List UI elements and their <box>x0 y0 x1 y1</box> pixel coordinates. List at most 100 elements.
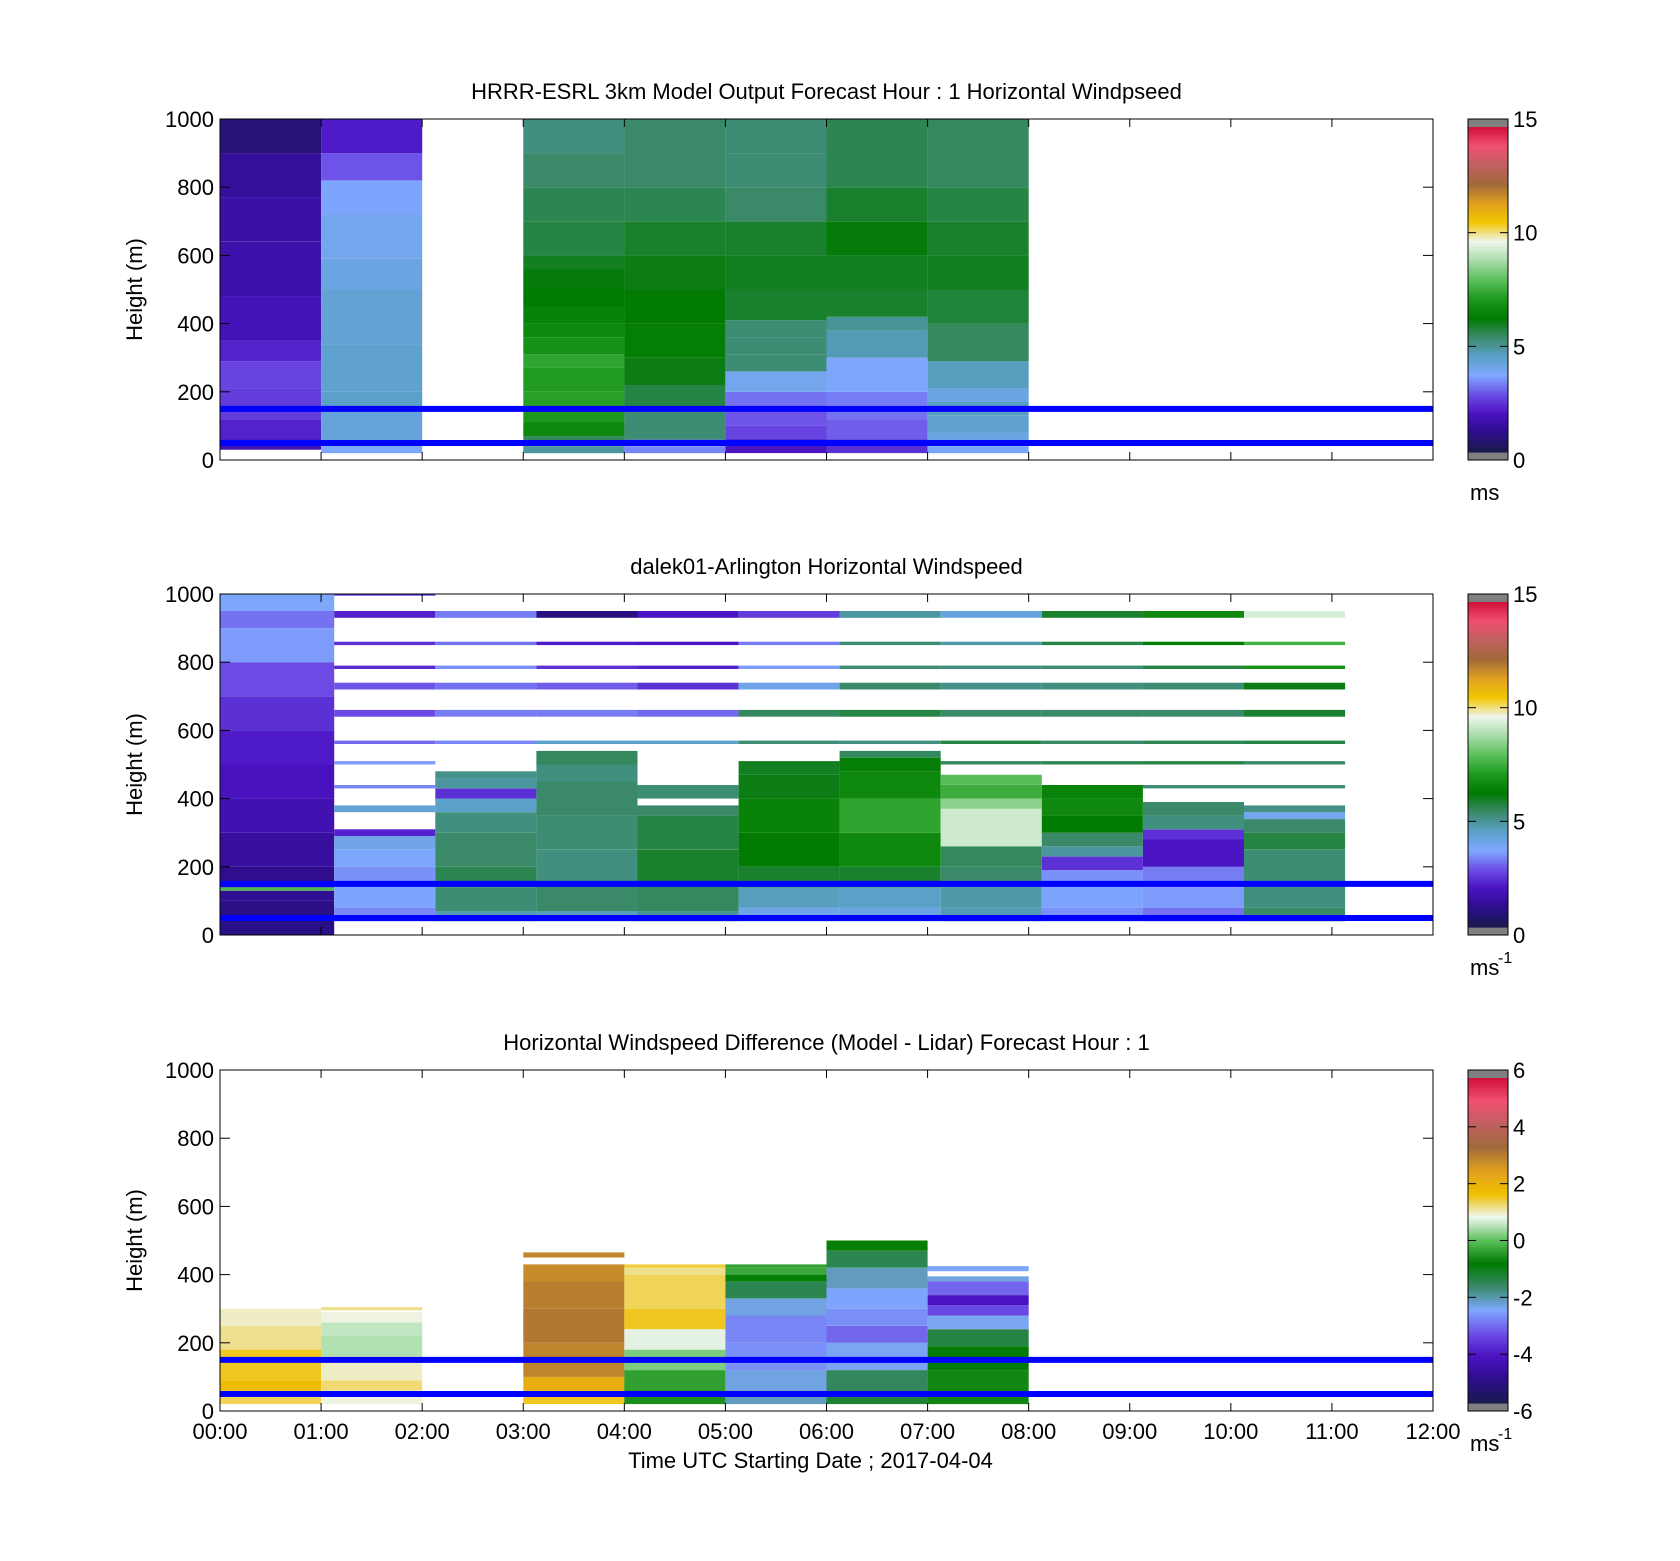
colorbar-swatch <box>1468 1358 1508 1361</box>
colorbar-swatch <box>1468 1268 1508 1272</box>
colorbar-swatch <box>1468 750 1508 753</box>
colorbar-swatch <box>1468 797 1508 800</box>
colorbar-swatch <box>1468 788 1508 792</box>
colorbar-swatch <box>1468 799 1508 802</box>
colorbar-swatch <box>1468 859 1508 863</box>
colorbar-swatch <box>1468 1173 1508 1177</box>
x-tick-label: 09:00 <box>1102 1419 1157 1444</box>
colorbar-swatch <box>1468 644 1508 648</box>
colorbar-swatch <box>1468 1374 1508 1378</box>
colorbar-swatch <box>1468 1195 1508 1199</box>
heatmap-cell <box>1041 870 1143 884</box>
colorbar-swatch <box>1468 725 1508 729</box>
colorbar-swatch <box>1468 868 1508 871</box>
colorbar-swatch <box>1468 746 1508 749</box>
colorbar-swatch <box>1468 161 1508 165</box>
colorbar-swatch <box>1468 1366 1508 1370</box>
colorbar-swatch <box>1468 1191 1508 1195</box>
colorbar-swatch <box>1468 216 1508 220</box>
heatmap-cell <box>321 391 423 409</box>
colorbar-swatch <box>1468 1232 1508 1236</box>
heatmap-cell <box>738 832 840 867</box>
colorbar-swatch <box>1468 293 1508 297</box>
heatmap-cell <box>624 221 726 256</box>
y-tick-label: 800 <box>177 650 214 675</box>
colorbar-swatch <box>1468 177 1508 181</box>
heatmap-cell <box>738 740 840 744</box>
heatmap-cell <box>839 641 941 646</box>
colorbar-swatch <box>1468 1224 1508 1227</box>
colorbar-swatch <box>1468 1303 1508 1307</box>
colorbar-swatch <box>1468 699 1508 703</box>
heatmap-cell <box>725 221 827 256</box>
colorbar-swatch <box>1468 920 1508 924</box>
colorbar-tick-label: 15 <box>1513 582 1537 607</box>
colorbar-swatch <box>1468 1167 1508 1171</box>
colorbar-swatch <box>1468 1145 1508 1148</box>
colorbar-swatch <box>1468 695 1508 699</box>
heatmap-cell <box>536 815 638 850</box>
colorbar-swatch <box>1468 151 1508 155</box>
heatmap-cell <box>220 628 335 663</box>
colorbar-swatch <box>1468 1124 1508 1128</box>
y-tick-label: 200 <box>177 855 214 880</box>
colorbar-swatch <box>1468 900 1508 904</box>
y-tick-label: 600 <box>177 718 214 743</box>
colorbar-swatch <box>1468 1376 1508 1380</box>
colorbar-swatch <box>1468 240 1508 244</box>
data-column <box>826 1240 928 1405</box>
heatmap-cell <box>523 337 625 355</box>
colorbar-cap-bottom <box>1468 452 1508 460</box>
colorbar-swatch <box>1468 667 1508 670</box>
colorbar-swatch <box>1468 431 1508 435</box>
heatmap-cell <box>624 187 726 222</box>
colorbar-swatch <box>1468 1210 1508 1213</box>
heatmap-cell <box>826 221 928 256</box>
colorbar-swatch <box>1468 916 1508 920</box>
heatmap-cell <box>1244 812 1346 819</box>
colorbar-swatch <box>1468 1248 1508 1252</box>
heatmap-cell <box>624 1264 726 1268</box>
colorbar-swatch <box>1468 407 1508 410</box>
colorbar-swatch <box>1468 244 1508 248</box>
heatmap-cell <box>839 771 941 799</box>
colorbar-swatch <box>1468 210 1508 213</box>
colorbar-swatch <box>1468 228 1508 232</box>
x-tick-label: 08:00 <box>1001 1419 1056 1444</box>
colorbar-swatch <box>1468 790 1508 794</box>
colorbar-swatch <box>1468 870 1508 873</box>
colorbar-swatch <box>1468 1169 1508 1173</box>
y-tick-label: 200 <box>177 380 214 405</box>
colorbar-swatch <box>1468 604 1508 607</box>
heatmap-cell <box>637 805 739 816</box>
colorbar-swatch <box>1468 1100 1508 1103</box>
heatmap-cell <box>435 812 537 833</box>
panel-model-windspeed: HRRR-ESRL 3km Model Output Forecast Hour… <box>122 79 1537 505</box>
colorbar-swatch <box>1468 801 1508 804</box>
colorbar-swatch <box>1468 910 1508 914</box>
colorbar-swatch <box>1468 701 1508 705</box>
colorbar-swatch <box>1468 610 1508 613</box>
heatmap-cell <box>220 594 335 611</box>
colorbar-swatch <box>1468 1356 1508 1359</box>
heatmap-cell <box>435 798 537 813</box>
heatmap-cell <box>826 1308 928 1326</box>
colorbar-swatch <box>1468 364 1508 368</box>
heatmap-cell <box>334 682 436 690</box>
heatmap-cell <box>435 887 537 912</box>
heatmap-cell <box>826 1267 928 1289</box>
colorbar-swatch <box>1468 1319 1508 1323</box>
x-tick-label: 12:00 <box>1405 1419 1460 1444</box>
heatmap-cell <box>839 740 941 744</box>
colorbar-swatch <box>1468 669 1508 672</box>
colorbar-swatch <box>1468 267 1508 270</box>
colorbar-swatch <box>1468 862 1508 865</box>
heatmap-cell <box>220 887 335 891</box>
colorbar-swatch <box>1468 892 1508 896</box>
heatmap-cell <box>927 221 1029 256</box>
heatmap-cell <box>1142 761 1244 765</box>
heatmap-cell <box>334 740 436 744</box>
x-axis-label: Time UTC Starting Date ; 2017-04-04 <box>628 1448 993 1473</box>
colorbar-swatch <box>1468 786 1508 790</box>
heatmap-cell <box>321 1312 423 1323</box>
